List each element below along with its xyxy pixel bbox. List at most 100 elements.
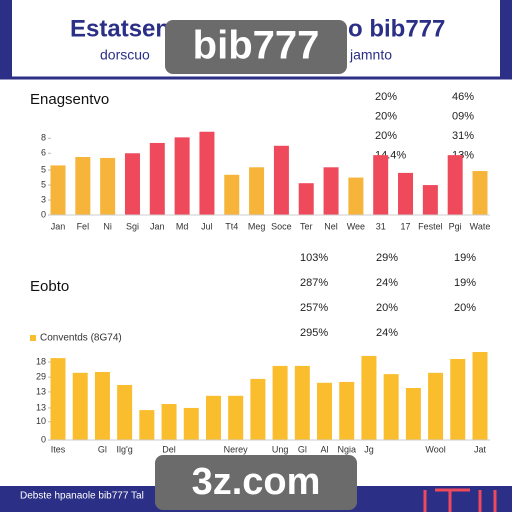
x-tick-label: Wate xyxy=(470,221,491,231)
overlay-text: 3z.com xyxy=(192,461,321,503)
x-tick-label: Jg xyxy=(364,444,374,454)
bar xyxy=(161,404,177,440)
y-tick-label: 0 xyxy=(41,434,46,444)
x-tick-label: Jul xyxy=(201,221,213,231)
logo xyxy=(423,488,497,512)
legend-label: Conventds (8G74) xyxy=(40,333,122,344)
bar xyxy=(472,171,488,215)
overlay-box xyxy=(155,455,357,510)
bar xyxy=(472,352,488,440)
bar xyxy=(224,174,240,215)
x-tick-label: Del xyxy=(162,444,176,454)
bar xyxy=(398,172,414,215)
x-tick-label: Sgi xyxy=(126,221,139,231)
x-tick-label: Fel xyxy=(77,221,90,231)
table-cell: 19% xyxy=(454,252,476,264)
bar xyxy=(298,183,314,215)
subtitle: dorscuo xyxy=(100,47,150,63)
footer-text: Debste hpanaole bib777 Tal xyxy=(20,491,144,502)
x-tick-label: Ilg'g xyxy=(117,444,133,454)
bar xyxy=(373,155,389,215)
x-tick-label: Ites xyxy=(51,444,66,454)
bar xyxy=(50,165,66,215)
table-cell: 46% xyxy=(452,91,474,103)
bar xyxy=(348,177,364,215)
chart-title: Eobto xyxy=(30,278,69,295)
bar xyxy=(199,131,215,215)
bar xyxy=(250,378,266,440)
bar xyxy=(75,157,91,215)
bar xyxy=(450,358,466,440)
table-cell: 29% xyxy=(376,252,398,264)
bar xyxy=(323,167,339,215)
bar xyxy=(447,155,463,215)
bar xyxy=(94,371,110,440)
x-tick-label: Wee xyxy=(347,221,365,231)
bar xyxy=(383,374,399,440)
bar xyxy=(228,395,244,440)
x-tick-label: Meg xyxy=(248,221,266,231)
overlay-text: bib777 xyxy=(193,24,320,68)
table-cell: 257% xyxy=(300,302,328,314)
bar xyxy=(72,372,88,440)
x-tick-label: Pgi xyxy=(449,221,462,231)
table-cell: 20% xyxy=(454,302,476,314)
x-tick-label: Soce xyxy=(271,221,292,231)
bar xyxy=(100,157,116,215)
table-cell: 295% xyxy=(300,327,328,339)
y-tick-label: 10 xyxy=(36,416,46,426)
table-cell: 20% xyxy=(376,302,398,314)
title: o bib777 xyxy=(348,15,445,42)
bar xyxy=(183,407,199,440)
table-cell: 24% xyxy=(376,277,398,289)
bar xyxy=(428,372,444,440)
table-cell: 20% xyxy=(375,130,397,142)
x-tick-label: Ngia xyxy=(337,444,356,454)
x-tick-label: Md xyxy=(176,221,189,231)
bar xyxy=(273,145,289,215)
table-cell: 287% xyxy=(300,277,328,289)
x-tick-label: Festel xyxy=(418,221,443,231)
x-tick-label: 31 xyxy=(376,221,386,231)
x-tick-label: Gl xyxy=(298,444,307,454)
x-tick-label: Ung xyxy=(272,444,289,454)
table-cell: 19% xyxy=(454,277,476,289)
y-tick-label: 29 xyxy=(36,372,46,382)
x-tick-label: Ter xyxy=(300,221,313,231)
header-edge xyxy=(0,0,12,78)
bar xyxy=(149,142,165,215)
bar xyxy=(124,153,140,215)
table-cell: 24% xyxy=(376,327,398,339)
bar xyxy=(205,395,221,440)
x-tick-label: Wool xyxy=(425,444,445,454)
y-tick-label: 5 xyxy=(41,164,46,174)
x-tick-label: Ni xyxy=(103,221,112,231)
y-tick-label: 18 xyxy=(36,356,46,366)
x-tick-label: Tt4 xyxy=(225,221,238,231)
overlays: bib777 3z.com xyxy=(155,20,357,510)
bar xyxy=(361,355,377,440)
table-cell: 09% xyxy=(452,110,474,122)
legend-swatch xyxy=(30,335,36,341)
overlay-box xyxy=(165,20,347,74)
subtitle: jamnto xyxy=(349,47,392,63)
bar xyxy=(139,410,155,440)
y-tick-label: 3 xyxy=(41,194,46,204)
bar xyxy=(117,384,133,440)
y-tick-label: 0 xyxy=(41,209,46,219)
header-edge xyxy=(500,0,512,78)
x-tick-label: Gl xyxy=(98,444,107,454)
bar xyxy=(339,381,355,440)
bar xyxy=(50,358,66,440)
bar xyxy=(405,388,421,440)
x-tick-label: 17 xyxy=(401,221,411,231)
y-tick-label: 13 xyxy=(36,402,46,412)
bar xyxy=(249,167,265,215)
x-tick-label: Nel xyxy=(324,221,338,231)
x-tick-label: Al xyxy=(321,444,329,454)
y-tick-label: 6 xyxy=(41,148,46,158)
y-tick-label: 8 xyxy=(41,133,46,143)
bar xyxy=(294,365,310,440)
bar xyxy=(174,137,190,215)
